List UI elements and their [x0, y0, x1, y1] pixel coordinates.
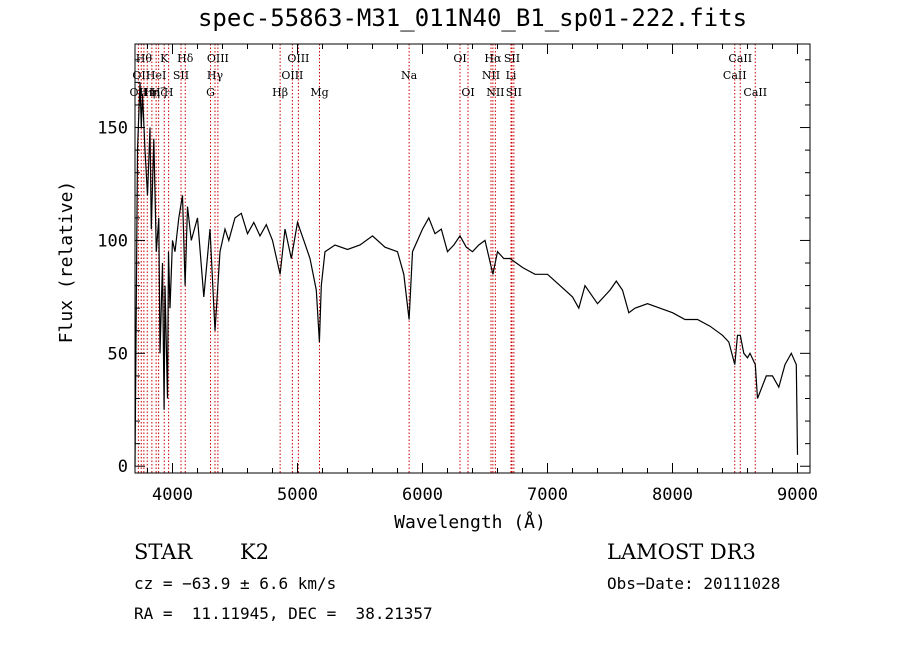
spectral-line-label: OIII [281, 69, 303, 82]
x-tick-label: 9000 [777, 485, 818, 505]
spectral-line-label: Li [506, 69, 517, 82]
spectral-line-label: NII [482, 69, 500, 82]
y-tick-label: 100 [97, 231, 128, 251]
spectral-line-label: CaII [728, 52, 752, 65]
spectral-line-label: OI [453, 52, 466, 65]
y-axis: 0 50 100 150 [97, 59, 810, 477]
spectral-line-label: H [164, 86, 174, 99]
redshift-cz: cz = −63.9 ± 6.6 km/s [134, 574, 337, 593]
spectral-line-label: Hα [484, 52, 502, 65]
spectral-line-label: Na [401, 69, 418, 82]
spectral-line-label: Hθ [136, 52, 153, 65]
y-axis-label: Flux (relative) [56, 181, 77, 344]
spectrum-line [134, 82, 799, 467]
spectral-line-label: Hη [144, 86, 160, 99]
line-labels: OIIOIIHθHηHηHeIHζKHSIIHδGHγOIIIHβOIIIOII… [130, 52, 768, 99]
spectral-line-label: SII [506, 86, 522, 99]
y-tick-label: 0 [118, 457, 128, 477]
spectral-line-label: Hη [139, 86, 155, 99]
star-class: STAR [134, 540, 193, 564]
y-tick-label: 150 [97, 119, 128, 139]
chart-title: spec-55863-M31_011N40_B1_sp01-222.fits [197, 4, 748, 32]
x-tick-label: 7000 [527, 485, 568, 505]
line-markers [137, 44, 756, 473]
spectral-line-label: NII [486, 86, 504, 99]
plot-frame [134, 43, 811, 474]
coordinates: RA = 11.11945, DEC = 38.21357 [134, 604, 433, 623]
x-tick-label: 5000 [277, 485, 318, 505]
spectral-line-label: Hγ [207, 69, 224, 82]
spectral-line-label: CaII [723, 69, 747, 82]
spectral-line-label: Hδ [177, 52, 194, 65]
spectral-line-label: OIII [207, 52, 229, 65]
y-tick-label: 50 [108, 344, 128, 364]
spectral-line-label: K [160, 52, 169, 65]
spectral-line-label: Hζ [151, 86, 167, 99]
star-subclass: K2 [240, 540, 270, 564]
spectral-line-label: HeI [146, 69, 166, 82]
spectral-line-label: OII [132, 69, 150, 82]
spectral-line-label: OIII [287, 52, 309, 65]
x-tick-label: 4000 [152, 485, 193, 505]
spectral-line-label: CaII [743, 86, 767, 99]
spectral-line-label: Hβ [272, 86, 288, 99]
spectral-line-label: SII [173, 69, 189, 82]
x-axis-label: Wavelength (Å) [394, 511, 546, 533]
x-tick-label: 8000 [652, 485, 693, 505]
x-tick-label: 6000 [402, 485, 443, 505]
spectral-line-label: SII [504, 52, 520, 65]
spectral-line-label: Mg [310, 86, 328, 99]
spectral-line-label: OI [461, 86, 474, 99]
spectral-line-label: G [206, 86, 215, 99]
obs-date: Obs−Date: 20111028 [607, 574, 781, 593]
x-axis: 4000 5000 6000 7000 8000 9000 [147, 44, 818, 505]
survey-name: LAMOST DR3 [607, 540, 756, 564]
